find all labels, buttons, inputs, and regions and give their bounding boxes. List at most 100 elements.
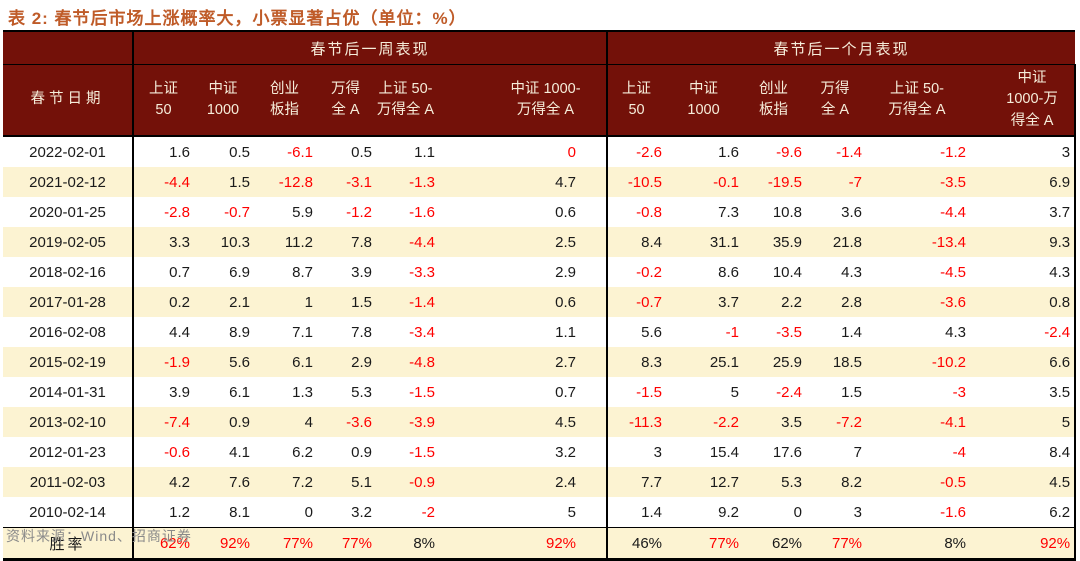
value-cell: 6.2 [292, 443, 313, 461]
value-cell: 6.9 [969, 167, 1077, 197]
value-cell: 8.7 [292, 263, 313, 281]
value-cell: 3 [969, 136, 1077, 167]
value-cell: 8.4 [607, 227, 666, 257]
value-cell: 46% [607, 527, 666, 561]
value-cell: 10.4 [772, 263, 803, 281]
value-cell: 1.4 [841, 323, 863, 341]
value-cell: 0 [485, 136, 609, 167]
value-cell: 5.6 [193, 347, 253, 377]
value-cell: 9.3 [969, 227, 1077, 257]
value-cell: 92% [193, 527, 253, 561]
value-cell: -2.4 [969, 317, 1077, 347]
value-cell: 11.2 [253, 227, 316, 257]
value-cell: 21.8 [805, 227, 866, 257]
value-cell: 4.3 [841, 263, 863, 281]
value-cell: 1.6 [718, 143, 740, 161]
value-cell: 2.1 [193, 287, 253, 317]
value-cell: 4 [253, 407, 316, 437]
value-cell: 6.9 [229, 263, 250, 281]
value-cell: -0.1 [665, 167, 743, 197]
value-cell: 17.6 [772, 443, 803, 461]
value-cell: 2.2 [742, 287, 806, 317]
value-cell: 0.2 [133, 287, 193, 317]
value-cell: 4.5 [969, 467, 1077, 497]
value-cell: -0.7 [224, 203, 250, 221]
festival-date: 2011-02-03 [3, 467, 134, 497]
value-cell: -2.6 [636, 143, 663, 161]
value-cell: 1.5 [193, 167, 253, 197]
value-cell: 8.1 [229, 503, 250, 521]
value-cell: -12.8 [253, 167, 316, 197]
value-cell: 8% [375, 527, 485, 561]
col-header: 万得 全 A [805, 64, 866, 137]
value-cell: 77% [253, 527, 316, 561]
value-cell: 0.5 [351, 143, 372, 161]
value-cell: -1.5 [409, 443, 435, 461]
table-row: 2019-02-05 3.3 10.3 11.2 7.8 -4.4 2.5 8.4 31.1 35… [3, 227, 1077, 257]
value-cell: -19.5 [742, 167, 806, 197]
col-header: 中证 1000- 万得全 A [485, 64, 609, 137]
value-cell: 5.3 [351, 383, 372, 401]
value-cell: 0.8 [969, 287, 1077, 317]
value-cell: 1.2 [169, 503, 190, 521]
value-cell: 3.9 [169, 383, 190, 401]
value-cell: 8.3 [607, 347, 666, 377]
value-cell: -3.4 [409, 323, 435, 341]
value-cell: -13.4 [865, 227, 970, 257]
date-column-header: 春节日期 [3, 64, 134, 137]
value-cell: -2 [421, 503, 435, 521]
value-cell: 18.5 [805, 347, 866, 377]
value-cell: 0.7 [169, 263, 190, 281]
value-cell: -0.7 [607, 287, 666, 317]
table-title: 表 2: 春节后市场上涨概率大，小票显著占优（单位：%） [8, 9, 467, 28]
value-cell: 7.8 [316, 227, 375, 257]
value-cell: 1.5 [841, 383, 863, 401]
value-cell: -1.2 [346, 203, 372, 221]
value-cell: 25.9 [742, 347, 806, 377]
value-cell: 4.7 [485, 167, 609, 197]
table-row: 2018-02-16 0.7 6.9 8.7 3.9 -3.3 2.9 -0.2 8.6 10.4… [3, 257, 1077, 287]
festival-date: 2019-02-05 [3, 227, 134, 257]
value-cell: 25.1 [665, 347, 743, 377]
value-cell: -4.4 [133, 167, 193, 197]
value-cell: -1.6 [940, 503, 967, 521]
value-cell: 3.2 [351, 503, 372, 521]
value-cell: 4.3 [945, 323, 967, 341]
table-row: 2014-01-31 3.9 6.1 1.3 5.3 -1.5 0.7 -1.5 5 -2.4 1.… [3, 377, 1077, 407]
value-cell: -3.5 [865, 167, 970, 197]
value-cell: 0.9 [351, 443, 372, 461]
value-cell: 3 [853, 503, 863, 521]
data-source: 资料来源：Wind、招商证券 [6, 528, 192, 544]
value-cell: 4.2 [133, 467, 193, 497]
value-cell: 3 [653, 443, 663, 461]
value-cell: 6.1 [229, 383, 250, 401]
table-row: 2021-02-12 -4.4 1.5 -12.8 -3.1 -1.3 4.7 -10.5 -0… [3, 167, 1077, 197]
col-header: 中证 1000-万 得全 A [969, 64, 1077, 137]
column-header-row: 春节日期 上证 50 中证 1000 创业 板指 万得 全 A 上证 50- 万得全 A… [3, 64, 1077, 137]
value-cell: -1.4 [375, 287, 485, 317]
value-cell: -3.1 [316, 167, 375, 197]
value-cell: 0.5 [229, 143, 250, 161]
festival-date: 2012-01-23 [3, 437, 134, 467]
value-cell: 3.9 [351, 263, 372, 281]
festival-date: 2020-01-25 [3, 197, 134, 227]
value-cell: 8.6 [718, 263, 740, 281]
value-cell: 2.4 [485, 467, 609, 497]
col-header: 上证 50- 万得全 A [865, 64, 970, 137]
table-row: 2015-02-19 -1.9 5.6 6.1 2.9 -4.8 2.7 8.3 25.1 25.… [3, 347, 1077, 377]
value-cell: 6.2 [969, 497, 1077, 528]
value-cell: -1.2 [940, 143, 967, 161]
table-row: 2013-02-10 -7.4 0.9 4 -3.6 -3.9 4.5 -11.3 -2.2 3.… [3, 407, 1077, 437]
value-cell: -0.5 [865, 467, 970, 497]
value-cell: 8.2 [805, 467, 866, 497]
value-cell: 62% [742, 527, 806, 561]
value-cell: 0.9 [193, 407, 253, 437]
value-cell: 2.9 [485, 257, 609, 287]
value-cell: -1.4 [836, 143, 863, 161]
festival-date: 2021-02-12 [3, 167, 134, 197]
table-row: 2017-01-28 0.2 2.1 1 1.5 -1.4 0.6 -0.7 3.7 2.2 2.8… [3, 287, 1077, 317]
value-cell: 2.9 [316, 347, 375, 377]
value-cell: -9.6 [776, 143, 803, 161]
value-cell: -1 [725, 323, 740, 341]
value-cell: -0.6 [164, 443, 190, 461]
